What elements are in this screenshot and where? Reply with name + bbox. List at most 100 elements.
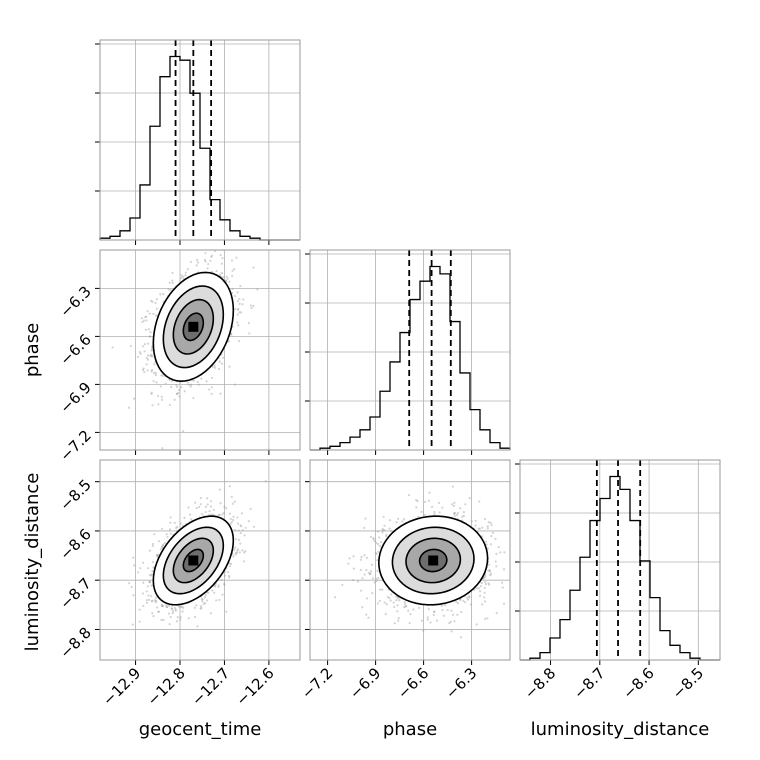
scatter-point <box>221 593 224 596</box>
scatter-point <box>168 281 171 284</box>
scatter-point <box>489 521 492 524</box>
scatter-point <box>219 392 222 395</box>
scatter-point <box>232 515 235 518</box>
scatter-point <box>502 602 506 605</box>
scatter-point <box>453 620 456 623</box>
scatter-point <box>161 544 164 547</box>
scatter-point <box>153 363 156 366</box>
scatter-point <box>236 516 239 519</box>
scatter-point <box>180 386 183 389</box>
scatter-point <box>174 609 177 612</box>
scatter-point <box>148 573 152 577</box>
scatter-point <box>179 618 182 621</box>
scatter-panel-phase-vs-luminosity-distance: −7.2 −6.9 −6.6 −6.3 <box>298 459 514 703</box>
scatter-point <box>469 603 473 606</box>
scatter-point <box>161 604 164 608</box>
scatter-frame-geocent-time-phase <box>99 249 301 451</box>
scatter-point <box>160 603 164 606</box>
scatter-point <box>453 501 456 504</box>
scatter-point <box>239 284 242 288</box>
scatter-point <box>165 605 168 609</box>
scatter-point <box>165 605 169 609</box>
contour-phase-luminosity-distance-3 <box>418 548 448 573</box>
scatter-point <box>484 617 487 620</box>
scatter-point <box>382 515 385 518</box>
scatter-point <box>367 616 370 619</box>
scatter-point <box>210 386 213 389</box>
scatter-point <box>484 583 488 586</box>
scatter-point <box>181 610 184 613</box>
scatter-point <box>227 340 231 343</box>
scatter-point <box>174 608 177 611</box>
scatter-point <box>483 600 487 603</box>
scatter-point <box>132 556 135 559</box>
scatter-point <box>385 603 388 606</box>
scatter-point <box>247 322 250 325</box>
scatter-point <box>242 298 245 301</box>
scatter-point <box>233 383 236 386</box>
scatter-point <box>236 313 239 316</box>
ylabel-luminosity-distance: luminosity_distance <box>22 473 43 652</box>
scatter-point <box>483 586 486 589</box>
scatter-point <box>236 308 239 311</box>
scatter-point <box>423 513 427 516</box>
scatter-point <box>223 574 227 577</box>
scatter-point <box>402 518 406 521</box>
scatter-point <box>222 511 225 515</box>
scatter-point <box>348 557 351 560</box>
scatter-point <box>213 364 216 367</box>
scatter-point <box>152 566 155 569</box>
scatter-point <box>224 279 227 282</box>
scatter-point <box>427 608 430 611</box>
scatter-point <box>230 520 233 524</box>
scatter-point <box>210 500 213 503</box>
scatter-point <box>459 507 462 510</box>
scatter-point <box>238 302 241 306</box>
scatter-point <box>495 612 498 615</box>
scatter-point <box>164 382 167 385</box>
scatter-point <box>146 342 150 345</box>
scatter-points-geocent-time-phase <box>111 250 259 450</box>
scatter-point <box>217 367 221 371</box>
scatter-point <box>169 532 172 535</box>
scatter-point <box>433 513 436 516</box>
scatter-point <box>236 522 240 525</box>
scatter-point <box>383 524 386 527</box>
scatter-point <box>142 604 145 608</box>
scatter-point <box>223 505 226 508</box>
scatter-point <box>207 591 210 594</box>
scatter-point <box>154 314 158 317</box>
scatter-point <box>512 544 514 546</box>
scatter-point <box>234 307 237 311</box>
scatter-point <box>501 581 504 584</box>
contour-phase-luminosity-distance-2 <box>405 537 462 584</box>
scatter-point <box>162 293 165 296</box>
scatter-point <box>148 549 152 552</box>
scatter-point <box>176 525 179 528</box>
scatter-point <box>491 531 495 534</box>
scatter-point <box>199 503 202 506</box>
scatter-point <box>438 511 441 514</box>
scatter-point <box>455 600 458 603</box>
scatter-point <box>139 567 142 570</box>
scatter-point <box>236 300 240 303</box>
scatter-point <box>157 553 160 556</box>
hist-panel-luminosity-distance: −8.8 −8.7 −8.6 −8.5 <box>515 459 721 703</box>
scatter-point <box>453 511 457 515</box>
scatter-point <box>208 510 211 513</box>
scatter-point <box>196 625 199 628</box>
scatter-point <box>234 528 237 532</box>
scatter-point <box>151 300 154 303</box>
scatter-point <box>204 252 207 255</box>
scatter-point <box>440 604 443 607</box>
ytick-label-luminosity-distance-0: −8.8 <box>56 624 94 662</box>
scatter-point <box>422 629 425 632</box>
scatter-point <box>175 384 178 387</box>
scatter-point <box>211 365 214 368</box>
scatter-point <box>164 604 168 607</box>
scatter-point <box>206 267 209 270</box>
scatter-point <box>397 619 400 622</box>
scatter-point <box>487 521 490 524</box>
scatter-point <box>487 569 490 572</box>
